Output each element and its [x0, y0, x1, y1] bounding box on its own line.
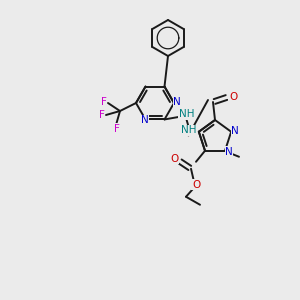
Text: F: F	[99, 110, 105, 120]
Text: N: N	[141, 116, 148, 125]
Text: F: F	[114, 124, 120, 134]
Text: O: O	[192, 180, 200, 190]
Text: NH: NH	[179, 110, 194, 119]
Text: N: N	[225, 147, 233, 157]
Text: NH: NH	[181, 125, 196, 136]
Text: F: F	[101, 97, 107, 107]
Text: N: N	[173, 97, 181, 107]
Text: N: N	[231, 126, 239, 136]
Text: O: O	[229, 92, 237, 102]
Text: O: O	[170, 154, 178, 164]
